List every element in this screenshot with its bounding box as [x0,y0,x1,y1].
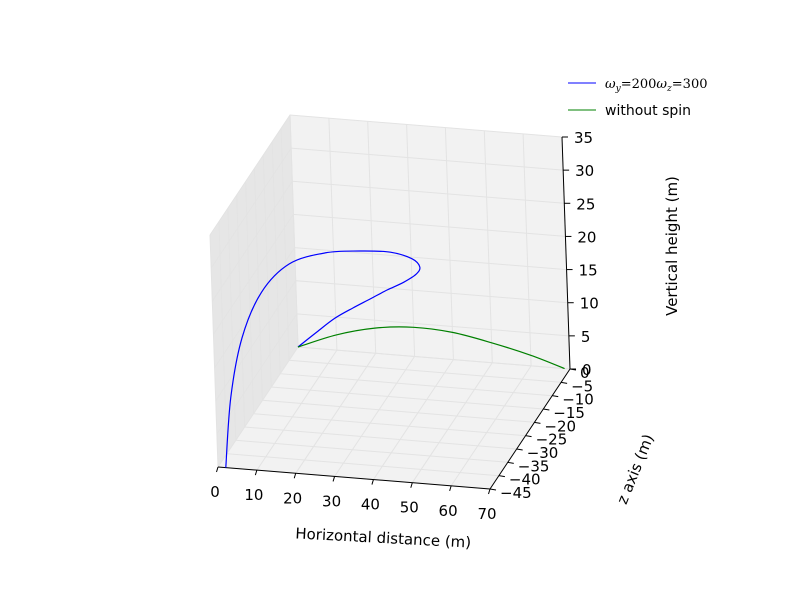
legend: ωy=200ωz=300 without spin [568,77,708,119]
series-line-without-spin [297,326,565,370]
y-tick-mark [516,448,523,451]
y-tick-label: −45 [500,484,532,502]
x-tick-mark [332,476,336,482]
x-axis-line [217,466,491,490]
y-axis-line [489,368,571,490]
back-pane [290,115,570,369]
x-tick-label: 0 [210,483,220,501]
x-tick-mark [371,479,374,485]
y-tick-label: −35 [518,457,550,475]
left-pane [210,115,298,467]
tick-labels: 0 10 20 30 40 50 60 700−5−10−15−20−25−30−35−40−… [210,129,599,523]
y-tick-mark [543,408,550,411]
y-tick-label: −10 [562,391,594,409]
x-tick-label: 40 [361,496,380,514]
x-tick-label: 20 [283,489,302,507]
z-tick-label: 5 [581,328,591,346]
y-tick-label: −20 [544,417,576,435]
grid-line-z [212,213,566,335]
y-tick-label: −25 [536,431,568,449]
z-tick-label: 35 [574,129,593,147]
y-tick-mark [534,421,541,424]
z-tick-label: 25 [576,195,595,213]
x-tick-mark [216,466,219,473]
tick-marks [216,136,577,495]
x-tick-mark [449,485,452,492]
floor-pane [218,347,570,489]
y-tick-mark [489,488,497,491]
z-tick-label: 15 [579,262,598,280]
z-tick-label: 20 [577,228,596,246]
x-tick-mark [254,469,258,476]
y-tick-mark [507,461,514,464]
series-lines [225,250,565,468]
legend-label-no-spin: without spin [605,103,691,119]
legend-label-spin: ωy=200ωz=300 [605,77,708,94]
z-axis-line [561,136,571,370]
x-tick-label: 60 [439,502,458,520]
y-tick-label: −30 [527,444,559,462]
grid-line-z [214,247,567,368]
x-tick-label: 70 [477,505,496,523]
x-tick-label: 30 [322,492,341,510]
y-tick-label: 0 [580,364,590,382]
z-tick-label: 10 [580,295,599,313]
x-tick-label: 10 [244,486,263,504]
z-tick-label: 0 [582,361,592,379]
y-tick-mark [525,435,532,438]
y-tick-mark [498,475,505,478]
x-tick-mark [410,482,413,488]
grid-line-z [210,147,564,269]
x-tick-label: 50 [400,499,419,517]
z-tick-label: 30 [575,162,594,180]
grid-line-z [211,180,565,302]
y-tick-mark [552,395,559,398]
grid-line-z [215,280,568,401]
z-axis-label: Vertical height (m) [663,176,681,316]
y-tick-mark [561,381,568,384]
y-tick-label: −40 [509,471,541,489]
x-tick-mark [488,488,491,495]
y-tick-label: −15 [553,404,585,422]
grid-line-z [209,114,563,236]
y-tick-label: −5 [571,377,593,395]
grid-line-z [216,313,569,435]
axis-lines [217,136,571,490]
x-tick-mark [293,473,297,479]
series-line-with-spin [225,250,421,468]
